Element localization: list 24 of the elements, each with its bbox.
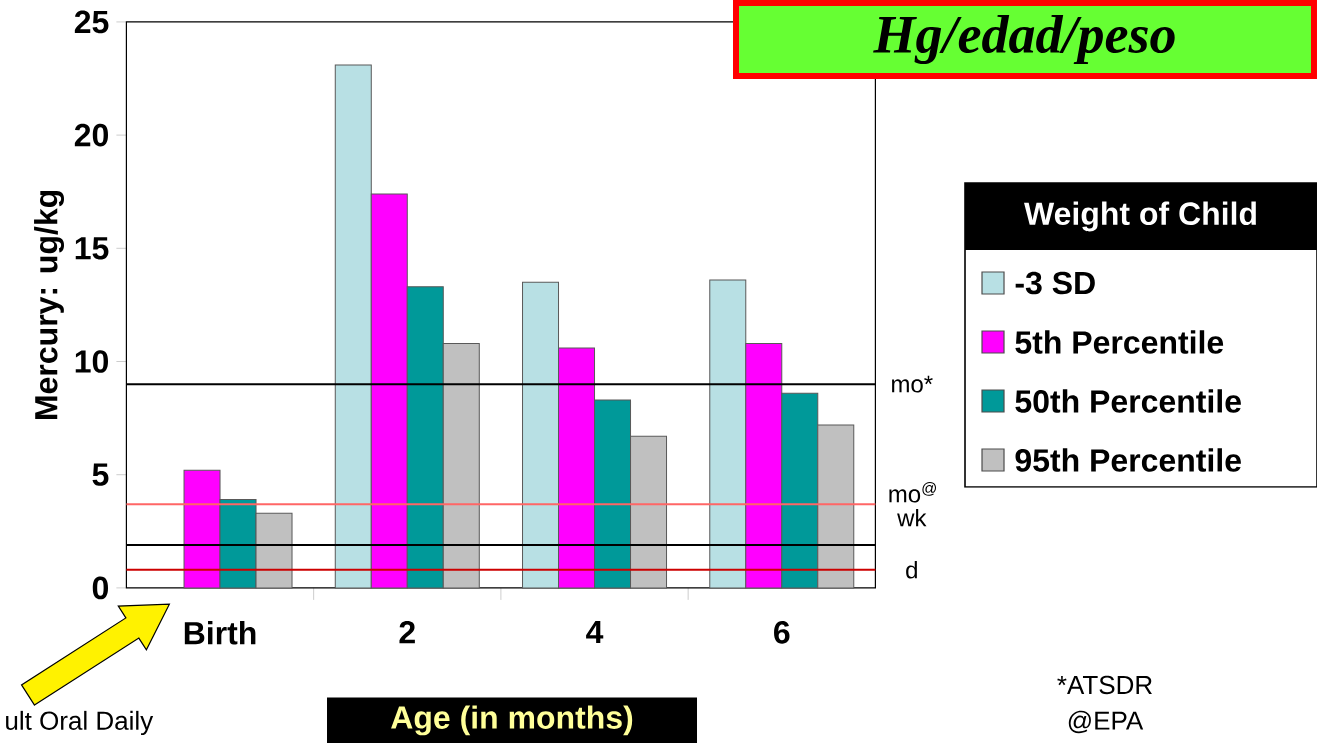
legend-title: Weight of Child [1024,201,1256,232]
x-tick-label: Birth [184,620,256,645]
ref-line-label: mo$^{@}$ wk [889,481,937,527]
ref-line-label: mo* [892,375,933,393]
y-axis-title: Mercury: ug/kg [34,190,65,419]
legend-label: 50th Percentile [1015,389,1241,413]
y-tick-label: 15 [75,237,109,260]
x-tick-label: 6 [774,620,790,644]
legend-label: -3 SD [1015,271,1095,295]
x-tick-label: 2 [399,620,415,644]
y-tick-label: 10 [75,350,108,373]
legend-label: 95th Percentile [1015,448,1241,472]
y-tick-label: 20 [74,123,108,147]
y-tick-label: 5 [92,463,109,486]
legend-label: 5th Percentile [1015,330,1224,354]
text: ult Oral Daily [6,710,154,736]
x-tick-label: 4 [586,620,604,643]
text: Hg/edad/peso [873,14,1175,64]
ref-line-label: d [906,560,917,579]
y-tick-label: 25 [74,10,109,34]
text: *ATSDR [1057,675,1152,695]
text: @EPA [1068,710,1144,734]
y-tick-label: 0 [92,576,109,600]
x-axis-title: Age (in months) [391,705,633,736]
